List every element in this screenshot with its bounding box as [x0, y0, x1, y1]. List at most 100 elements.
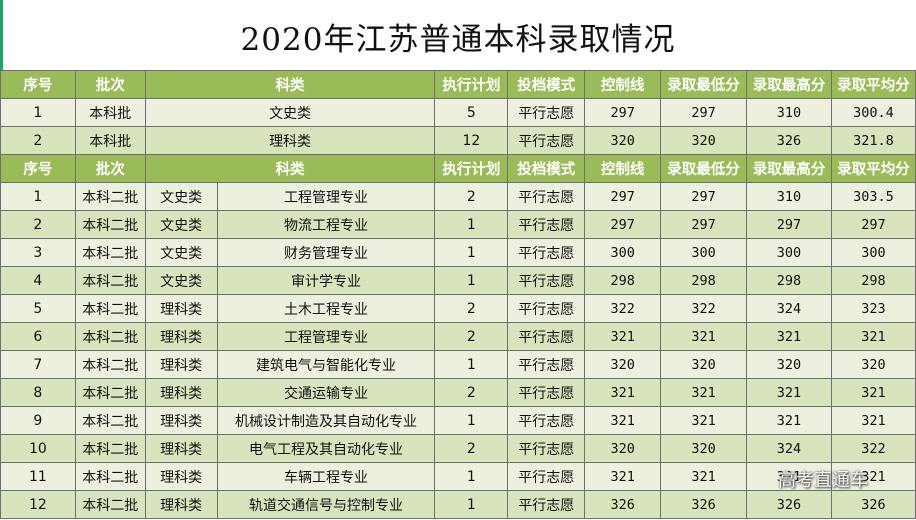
cell-batch: 本科二批: [74, 378, 146, 407]
cell-control-line: 321: [584, 322, 662, 351]
cell-seq: 9: [0, 406, 76, 435]
cell-max-score: 326: [746, 490, 832, 519]
cell-plan: 1: [434, 490, 509, 519]
cell-min-score: 321: [660, 322, 748, 351]
cell-seq: 7: [0, 350, 76, 379]
header-control-line: 控制线: [584, 154, 662, 183]
cell-mode: 平行志愿: [507, 350, 586, 379]
cell-batch: 本科二批: [74, 406, 146, 435]
cell-major: 轨道交通信号与控制专业: [216, 490, 436, 519]
cell-max-score: 320: [746, 350, 832, 379]
cell-mode: 平行志愿: [507, 462, 586, 491]
header-subject: 科类: [144, 154, 436, 183]
cell-major: 交通运输专业: [216, 378, 436, 407]
cell-type: 文史类: [144, 266, 218, 295]
cell-control-line: 321: [584, 462, 662, 491]
cell-max-score: 298: [746, 266, 832, 295]
cell-batch: 本科二批: [74, 434, 146, 463]
cell-avg-score: 321.8: [830, 126, 916, 155]
cell-batch: 本科二批: [74, 462, 146, 491]
watermark-text: 高考直通车: [778, 470, 868, 491]
cell-max-score: 321: [746, 406, 832, 435]
cell-control-line: 297: [584, 182, 662, 211]
cell-control-line: 320: [584, 126, 662, 155]
cell-max-score: 321: [746, 378, 832, 407]
cell-plan: 2: [434, 322, 509, 351]
cell-control-line: 320: [584, 350, 662, 379]
cell-max-score: 310: [746, 182, 832, 211]
cell-plan: 2: [434, 182, 509, 211]
cell-type: 文史类: [144, 210, 218, 239]
cell-mode: 平行志愿: [507, 210, 586, 239]
header-avg-score: 录取平均分: [830, 154, 916, 183]
cell-avg-score: 321: [830, 378, 916, 407]
cell-type: 文史类: [144, 238, 218, 267]
cell-batch: 本科二批: [74, 182, 146, 211]
cell-min-score: 321: [660, 378, 748, 407]
cell-batch: 本科二批: [74, 350, 146, 379]
cell-max-score: 300: [746, 238, 832, 267]
cell-type: 理科类: [144, 378, 218, 407]
table-row: 1 本科批 文史类 5 平行志愿 297 297 310 300.4: [0, 98, 916, 127]
cell-plan: 5: [434, 98, 509, 127]
cell-plan: 2: [434, 434, 509, 463]
header-control-line: 控制线: [584, 70, 662, 99]
cell-type: 理科类: [144, 406, 218, 435]
cell-type: 理科类: [144, 322, 218, 351]
cell-avg-score: 321: [830, 462, 916, 491]
cell-mode: 平行志愿: [507, 266, 586, 295]
cell-min-score: 297: [660, 182, 748, 211]
cell-mode: 平行志愿: [507, 406, 586, 435]
header-min-score: 录取最低分: [660, 154, 748, 183]
cell-seq: 8: [0, 378, 76, 407]
cell-max-score: 321: [746, 322, 832, 351]
cell-batch: 本科二批: [74, 322, 146, 351]
cell-major: 土木工程专业: [216, 294, 436, 323]
cell-min-score: 297: [660, 98, 748, 127]
cell-type: 理科类: [144, 462, 218, 491]
cell-mode: 平行志愿: [507, 434, 586, 463]
cell-min-score: 322: [660, 294, 748, 323]
cell-major: 审计学专业: [216, 266, 436, 295]
cell-mode: 平行志愿: [507, 238, 586, 267]
cell-major: 财务管理专业: [216, 238, 436, 267]
header-plan: 执行计划: [434, 154, 509, 183]
cell-control-line: 320: [584, 434, 662, 463]
header-avg-score: 录取平均分: [830, 70, 916, 99]
header-mode: 投档模式: [507, 70, 586, 99]
cell-seq: 5: [0, 294, 76, 323]
cell-min-score: 320: [660, 126, 748, 155]
cell-subject: 文史类: [144, 98, 436, 127]
cell-plan: 1: [434, 266, 509, 295]
table-row: 2 本科二批 文史类 物流工程专业 1 平行志愿 297 297 297 297: [0, 210, 916, 239]
cell-major: 物流工程专业: [216, 210, 436, 239]
cell-max-score: 297: [746, 210, 832, 239]
cell-plan: 2: [434, 294, 509, 323]
cell-min-score: 297: [660, 210, 748, 239]
cell-control-line: 297: [584, 98, 662, 127]
cell-min-score: 321: [660, 462, 748, 491]
cell-mode: 平行志愿: [507, 98, 586, 127]
cell-max-score: 310: [746, 98, 832, 127]
cell-batch: 本科二批: [74, 238, 146, 267]
cell-seq: 2: [0, 210, 76, 239]
cell-avg-score: 303.5: [830, 182, 916, 211]
cell-mode: 平行志愿: [507, 126, 586, 155]
cell-mode: 平行志愿: [507, 378, 586, 407]
cell-mode: 平行志愿: [507, 182, 586, 211]
header-min-score: 录取最低分: [660, 70, 748, 99]
cell-type: 理科类: [144, 434, 218, 463]
table-row: 9 本科二批 理科类 机械设计制造及其自动化专业 1 平行志愿 321 321 321 321: [0, 406, 916, 435]
cell-max-score: 324: [746, 294, 832, 323]
cell-plan: 1: [434, 406, 509, 435]
cell-avg-score: 321: [830, 322, 916, 351]
sheet-edge: [0, 0, 3, 70]
cell-major: 机械设计制造及其自动化专业: [216, 406, 436, 435]
cell-control-line: 298: [584, 266, 662, 295]
cell-control-line: 297: [584, 210, 662, 239]
table-row: 7 本科二批 理科类 建筑电气与智能化专业 1 平行志愿 320 320 320 320: [0, 350, 916, 379]
cell-avg-score: 298: [830, 266, 916, 295]
cell-major: 车辆工程专业: [216, 462, 436, 491]
cell-max-score: 324: [746, 434, 832, 463]
cell-type: 理科类: [144, 294, 218, 323]
